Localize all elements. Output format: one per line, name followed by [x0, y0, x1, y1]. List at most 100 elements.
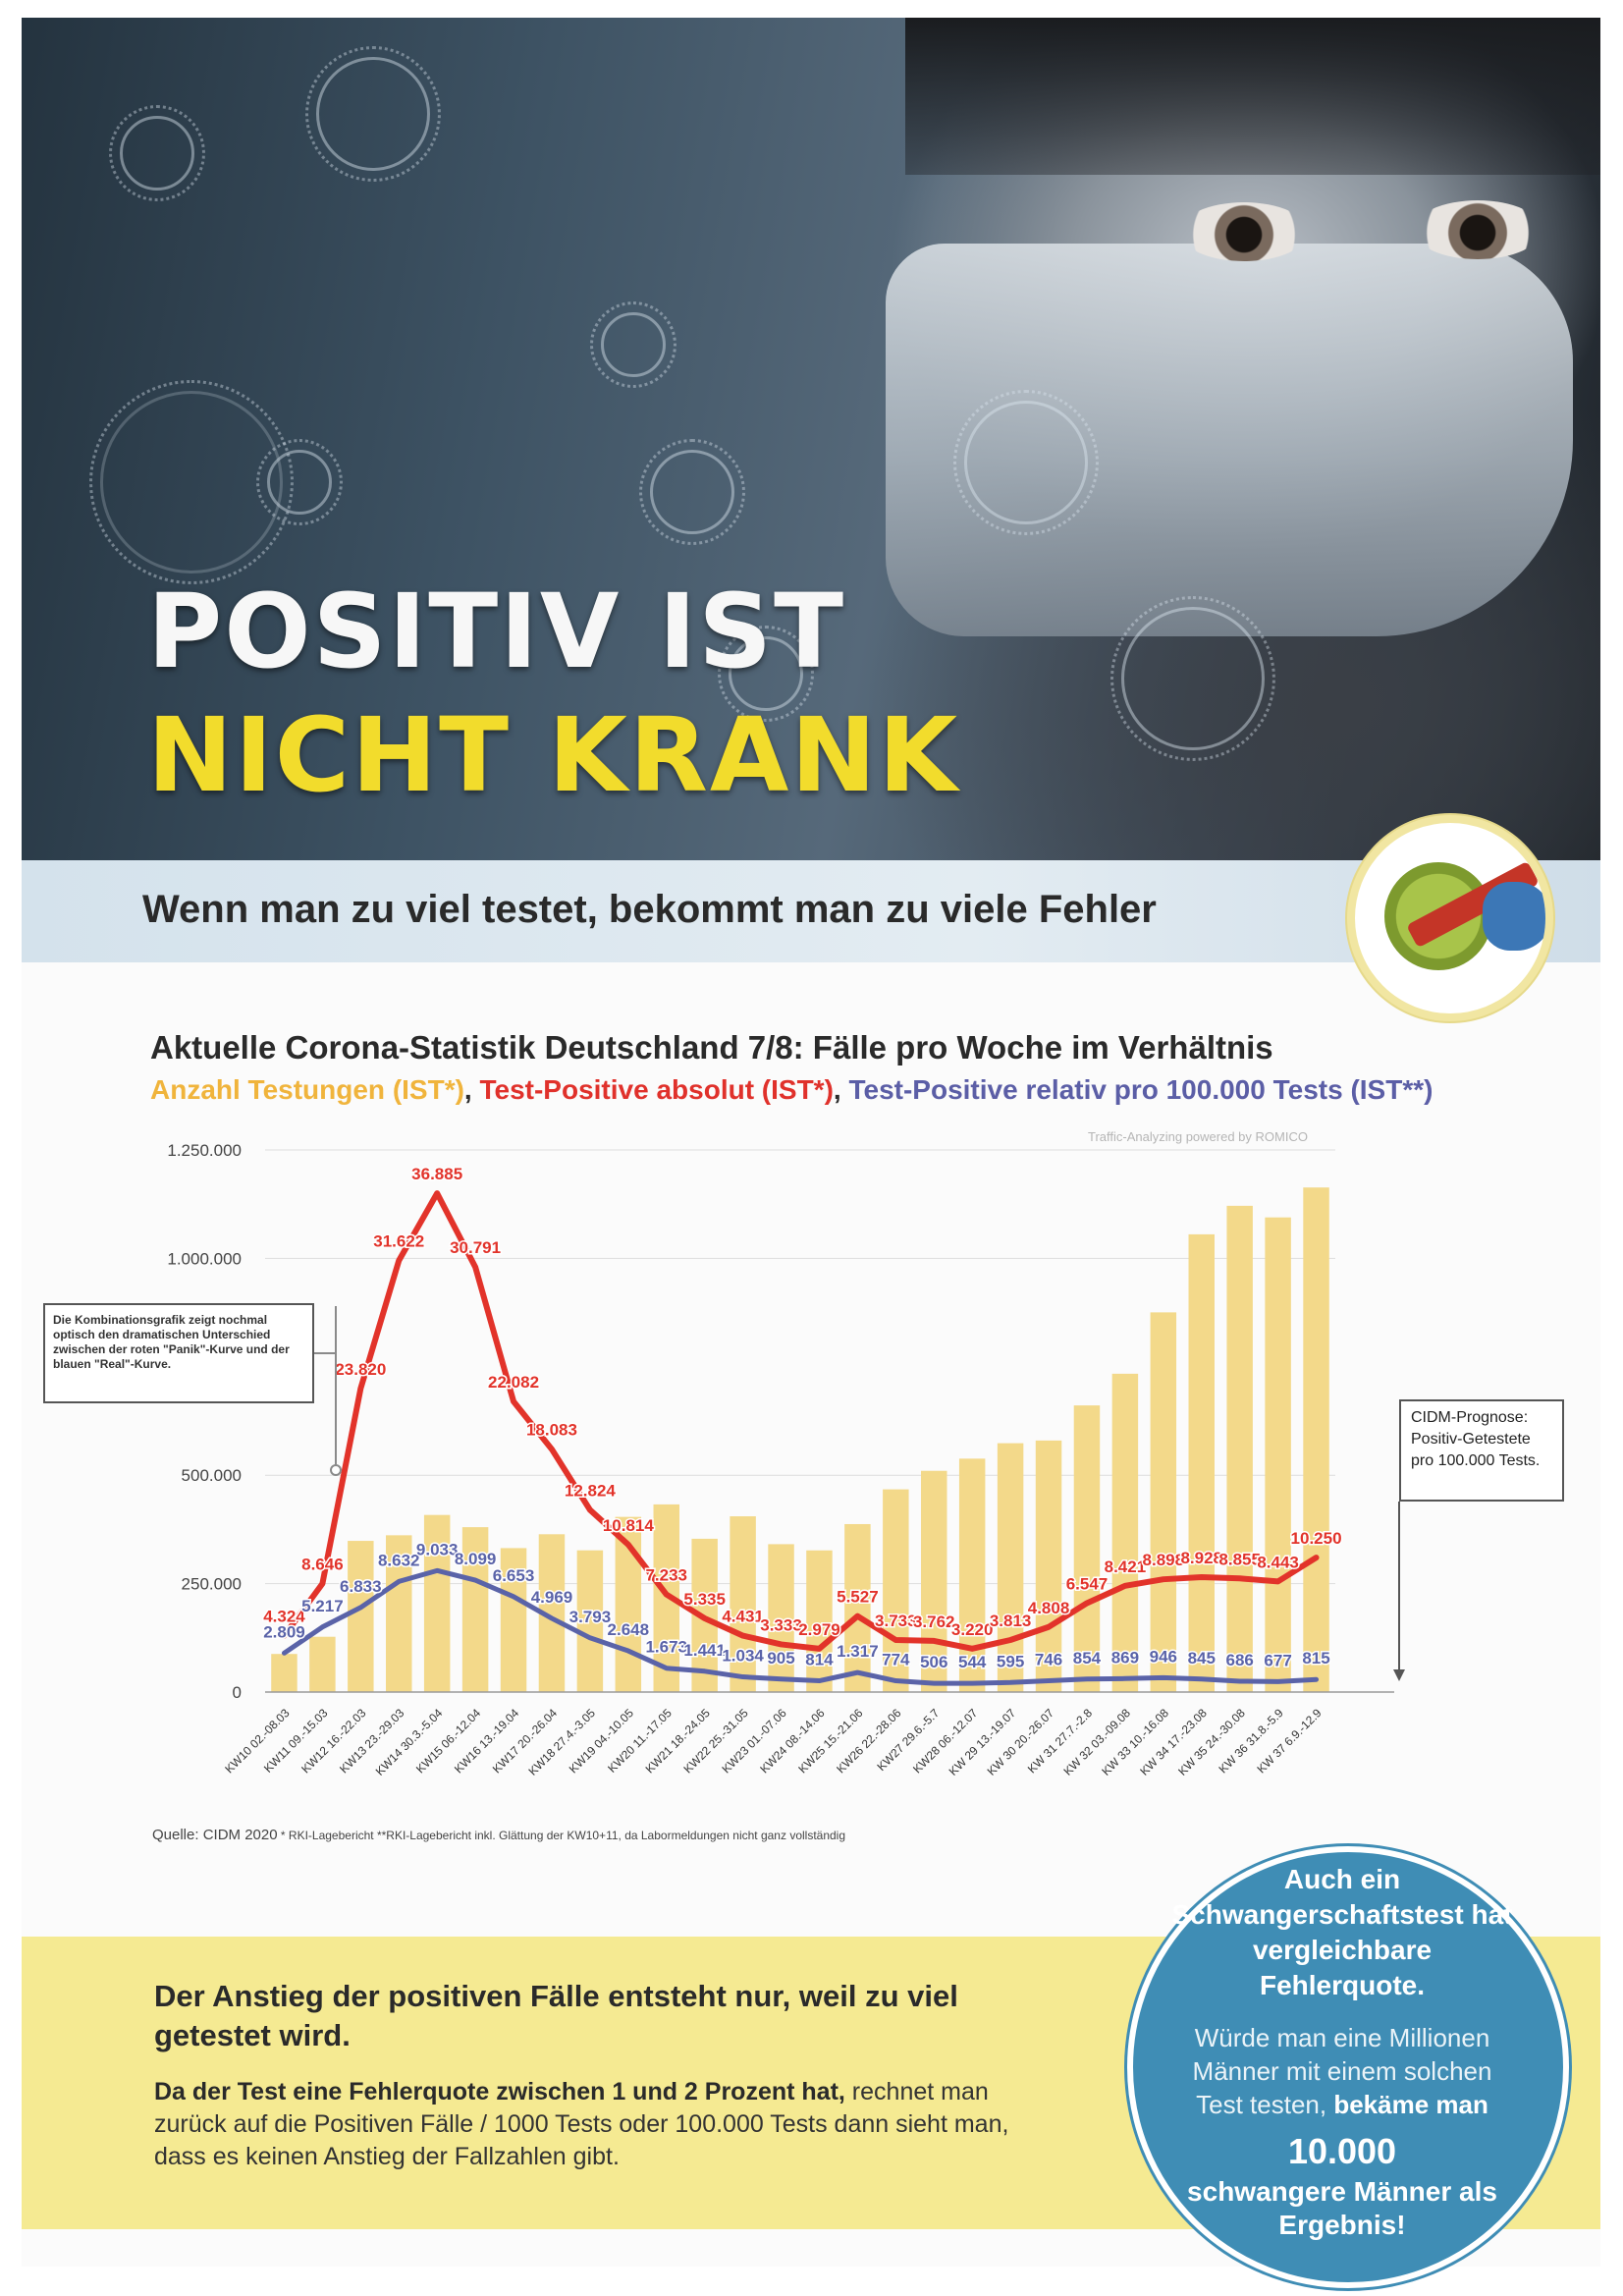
- covid-test-badge: [1347, 815, 1553, 1021]
- bottom-body: Da der Test eine Fehlerquote zwischen 1 …: [154, 2076, 1057, 2173]
- data-label-absolute: 8.421: [1105, 1558, 1147, 1576]
- bar-tests: [1265, 1217, 1291, 1692]
- data-label-relative: 1.317: [837, 1642, 879, 1661]
- data-label-relative: 544: [958, 1653, 987, 1671]
- y-tick-label: 1.000.000: [167, 1249, 242, 1268]
- y-tick-label: 0: [233, 1683, 242, 1702]
- data-label-absolute: 8.898: [1143, 1551, 1185, 1569]
- bar-tests: [1226, 1205, 1253, 1692]
- bar-tests: [500, 1548, 527, 1692]
- hero-title-line2: NICHT KRANK: [147, 695, 960, 815]
- bar-tests: [921, 1470, 947, 1692]
- data-label-absolute: 10.814: [603, 1516, 655, 1535]
- data-label-absolute: 3.333: [760, 1615, 802, 1634]
- x-tick-label: KW 30 20.-26.07: [985, 1706, 1057, 1778]
- legend-separator: ,: [833, 1074, 849, 1105]
- x-tick-label: KW18 27.4.-3.05: [525, 1706, 598, 1778]
- eye-right-illustration: [1414, 200, 1542, 259]
- bar-tests: [1303, 1187, 1329, 1692]
- bar-tests: [1111, 1373, 1139, 1692]
- source-footnotes: * RKI-Lagebericht **RKI-Lagebericht inkl…: [277, 1829, 846, 1842]
- legend-separator: ,: [463, 1074, 480, 1105]
- data-label-absolute: 3.733: [875, 1612, 917, 1630]
- legend-tests: Anzahl Testungen (IST*): [150, 1074, 464, 1105]
- bar-tests: [1073, 1405, 1101, 1692]
- data-label-relative: 1.034: [722, 1647, 764, 1666]
- data-label-relative: 2.809: [263, 1622, 305, 1641]
- data-label-relative: 677: [1264, 1651, 1291, 1669]
- bottom-headline: Der Anstieg der positiven Fälle entsteht…: [154, 1979, 958, 2052]
- data-label-relative: 946: [1150, 1647, 1177, 1666]
- data-label-relative: 774: [882, 1651, 910, 1669]
- legend-positive-relative: Test-Positive relativ pro 100.000 Tests …: [848, 1074, 1434, 1105]
- data-label-relative: 6.653: [493, 1566, 535, 1585]
- circle-heading: Auch ein Schwangerschaftstest hat vergle…: [1171, 1864, 1513, 2000]
- line-positive-absolute: [281, 1190, 1320, 1652]
- virus-icon: [109, 105, 205, 201]
- bar-tests: [576, 1550, 604, 1692]
- virus-icon: [590, 301, 676, 388]
- x-tick-label: KW 33 10.-16.08: [1099, 1706, 1171, 1778]
- data-label-relative: 506: [920, 1653, 947, 1671]
- bar-tests: [768, 1544, 794, 1692]
- x-tick-label: KW10 02.-08.03: [222, 1706, 292, 1776]
- data-label-relative: 815: [1302, 1649, 1329, 1667]
- subtitle: Wenn man zu viel testet, bekommt man zu …: [142, 888, 1157, 931]
- x-tick-label: KW14 30.3.-5.04: [373, 1706, 446, 1778]
- bar-tests: [423, 1514, 451, 1692]
- bar-tests: [730, 1516, 756, 1692]
- data-label-relative: 6.833: [340, 1577, 382, 1596]
- bar-tests: [997, 1443, 1024, 1692]
- data-label-relative: 814: [805, 1651, 834, 1669]
- note-connector-dot: [330, 1464, 342, 1476]
- circle-body: Würde man eine Millionen Männer mit eine…: [1168, 2021, 1516, 2121]
- cidm-forecast-box: CIDM-Prognose: Positiv-Getestete pro 100…: [1399, 1399, 1564, 1502]
- circle-big-number: 10.000: [1287, 2131, 1397, 2171]
- bar-tests: [883, 1489, 909, 1692]
- data-label-absolute: 8.646: [301, 1556, 344, 1574]
- data-label-absolute: 2.979: [798, 1620, 840, 1639]
- data-label-absolute: 18.083: [526, 1421, 577, 1440]
- data-label-relative: 9.033: [416, 1540, 459, 1558]
- chart-title: Aktuelle Corona-Statistik Deutschland 7/…: [150, 1029, 1273, 1066]
- bottom-body-bold: Da der Test eine Fehlerquote zwischen 1 …: [154, 2078, 845, 2105]
- data-label-absolute: 31.622: [373, 1232, 424, 1251]
- glove-icon: [1483, 882, 1545, 951]
- x-tick-label: KW 32 03.-09.08: [1060, 1706, 1133, 1778]
- data-label-relative: 1.673: [645, 1638, 687, 1657]
- data-label-relative: 854: [1073, 1649, 1102, 1667]
- virus-icon: [1110, 596, 1275, 761]
- data-label-relative: 8.099: [455, 1550, 497, 1568]
- powered-by-note: Traffic-Analyzing powered by ROMICO: [1088, 1129, 1308, 1144]
- x-tick-label: KW 29 13.-19.07: [947, 1706, 1019, 1778]
- chart-annotation-note: Die Kombinationsgrafik zeigt nochmal opt…: [43, 1303, 314, 1403]
- virus-icon: [953, 390, 1099, 535]
- data-label-absolute: 23.820: [335, 1360, 386, 1379]
- data-label-absolute: 4.431: [722, 1608, 764, 1626]
- data-label-relative: 595: [997, 1652, 1024, 1670]
- data-label-absolute: 8.443: [1257, 1553, 1299, 1571]
- pregnancy-test-circle: [1127, 1846, 1569, 2288]
- data-label-absolute: 3.220: [951, 1620, 994, 1639]
- virus-icon: [718, 626, 814, 722]
- bar-tests: [1188, 1233, 1215, 1692]
- bar-tests: [1035, 1440, 1062, 1692]
- data-label-relative: 905: [767, 1649, 794, 1667]
- data-label-absolute: 8.855: [1218, 1550, 1261, 1568]
- data-label-relative: 4.969: [531, 1588, 573, 1607]
- x-tick-label: KW 35 24.-30.08: [1175, 1706, 1248, 1778]
- bar-tests: [844, 1523, 871, 1692]
- virus-icon: [639, 439, 745, 545]
- hero-hair-shade: [905, 18, 1600, 175]
- chart-source: Quelle: CIDM 2020 * RKI-Lagebericht **RK…: [152, 1827, 845, 1843]
- data-label-absolute: 22.082: [488, 1373, 539, 1392]
- data-label-relative: 1.441: [683, 1641, 726, 1660]
- line-positive-relative: [281, 1567, 1320, 1686]
- combination-chart: 4.324 8.646 23.820 31.622 36.885 30.791 22.082…: [167, 1141, 1405, 1778]
- eye-left-illustration: [1180, 202, 1308, 261]
- legend-positive-absolute: Test-Positive absolut (IST*): [479, 1074, 834, 1105]
- y-tick-label: 500.000: [182, 1466, 242, 1485]
- y-tick-label: 1.250.000: [167, 1141, 242, 1160]
- virus-icon: [305, 46, 441, 182]
- data-label-absolute: 7.233: [645, 1566, 687, 1585]
